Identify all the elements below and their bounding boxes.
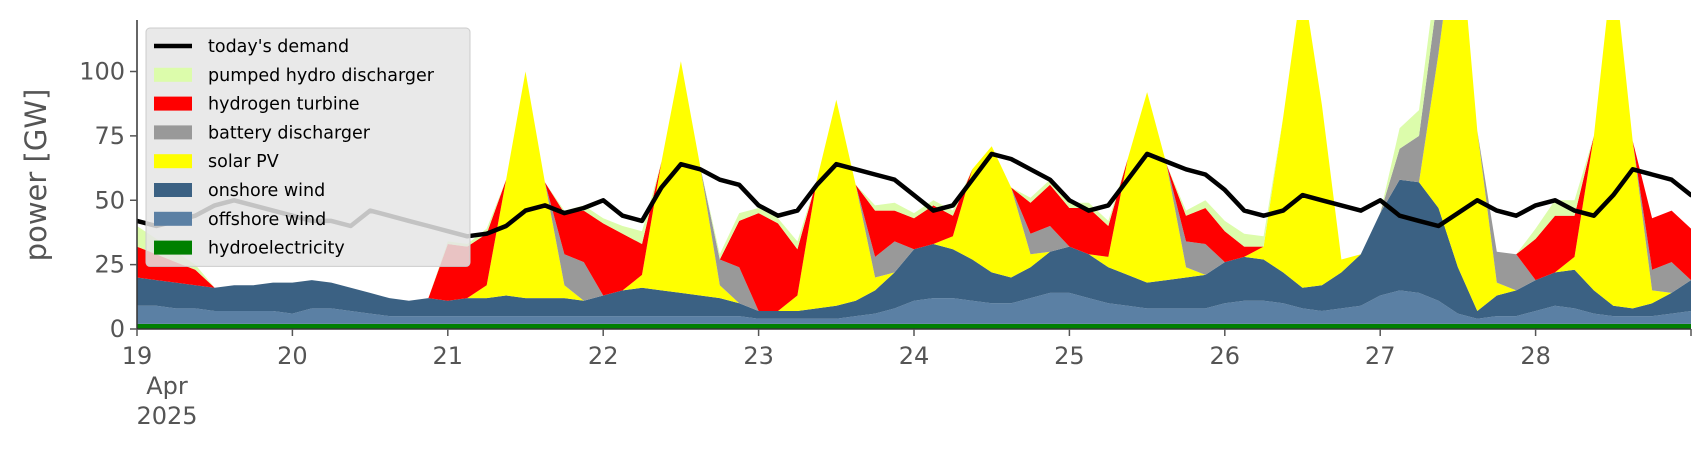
x-tick-sublabel: 2025 [136,402,197,430]
legend: today's demand pumped hydro discharger hyd… [145,27,471,267]
y-tick-label: 25 [94,251,125,279]
x-tick-sublabel: Apr [146,372,188,400]
x-tick-label: 20 [277,342,308,370]
legend-swatch [154,154,192,169]
x-tick-label: 23 [743,342,774,370]
y-tick-label: 100 [79,58,125,86]
y-tick-label: 75 [94,122,125,150]
legend-label: battery discharger [208,123,371,143]
legend-label: offshore wind [208,210,326,230]
x-tick-label: 21 [433,342,464,370]
x-tick-label: 27 [1365,342,1396,370]
x-tick-label: 25 [1054,342,1085,370]
area-solar-pv [137,20,1691,311]
y-axis-label: power [GW] [19,89,53,262]
legend-swatch [154,67,192,82]
area-offshore-wind [137,290,1691,324]
x-tick-label: 22 [588,342,619,370]
legend-swatch [154,125,192,140]
y-tick-label: 0 [110,315,125,343]
x-tick-label: 28 [1520,342,1551,370]
legend-box [145,27,471,267]
stacked-areas [137,20,1691,329]
legend-label: today's demand [208,37,349,57]
x-tick-label: 24 [899,342,930,370]
y-tick-label: 50 [94,186,125,214]
legend-swatch [154,96,192,111]
legend-swatch [154,240,192,255]
legend-label: hydroelectricity [208,239,345,259]
legend-swatch [154,183,192,197]
legend-label: solar PV [208,152,279,172]
legend-label: pumped hydro discharger [208,66,435,86]
x-tick-label: 26 [1210,342,1241,370]
legend-swatch [154,211,192,226]
legend-label: onshore wind [208,181,325,201]
area-onshore-wind [137,179,1691,319]
area-hydroelectricity [137,323,1691,329]
x-tick-label: 19 [122,342,153,370]
legend-label: hydrogen turbine [208,95,360,115]
